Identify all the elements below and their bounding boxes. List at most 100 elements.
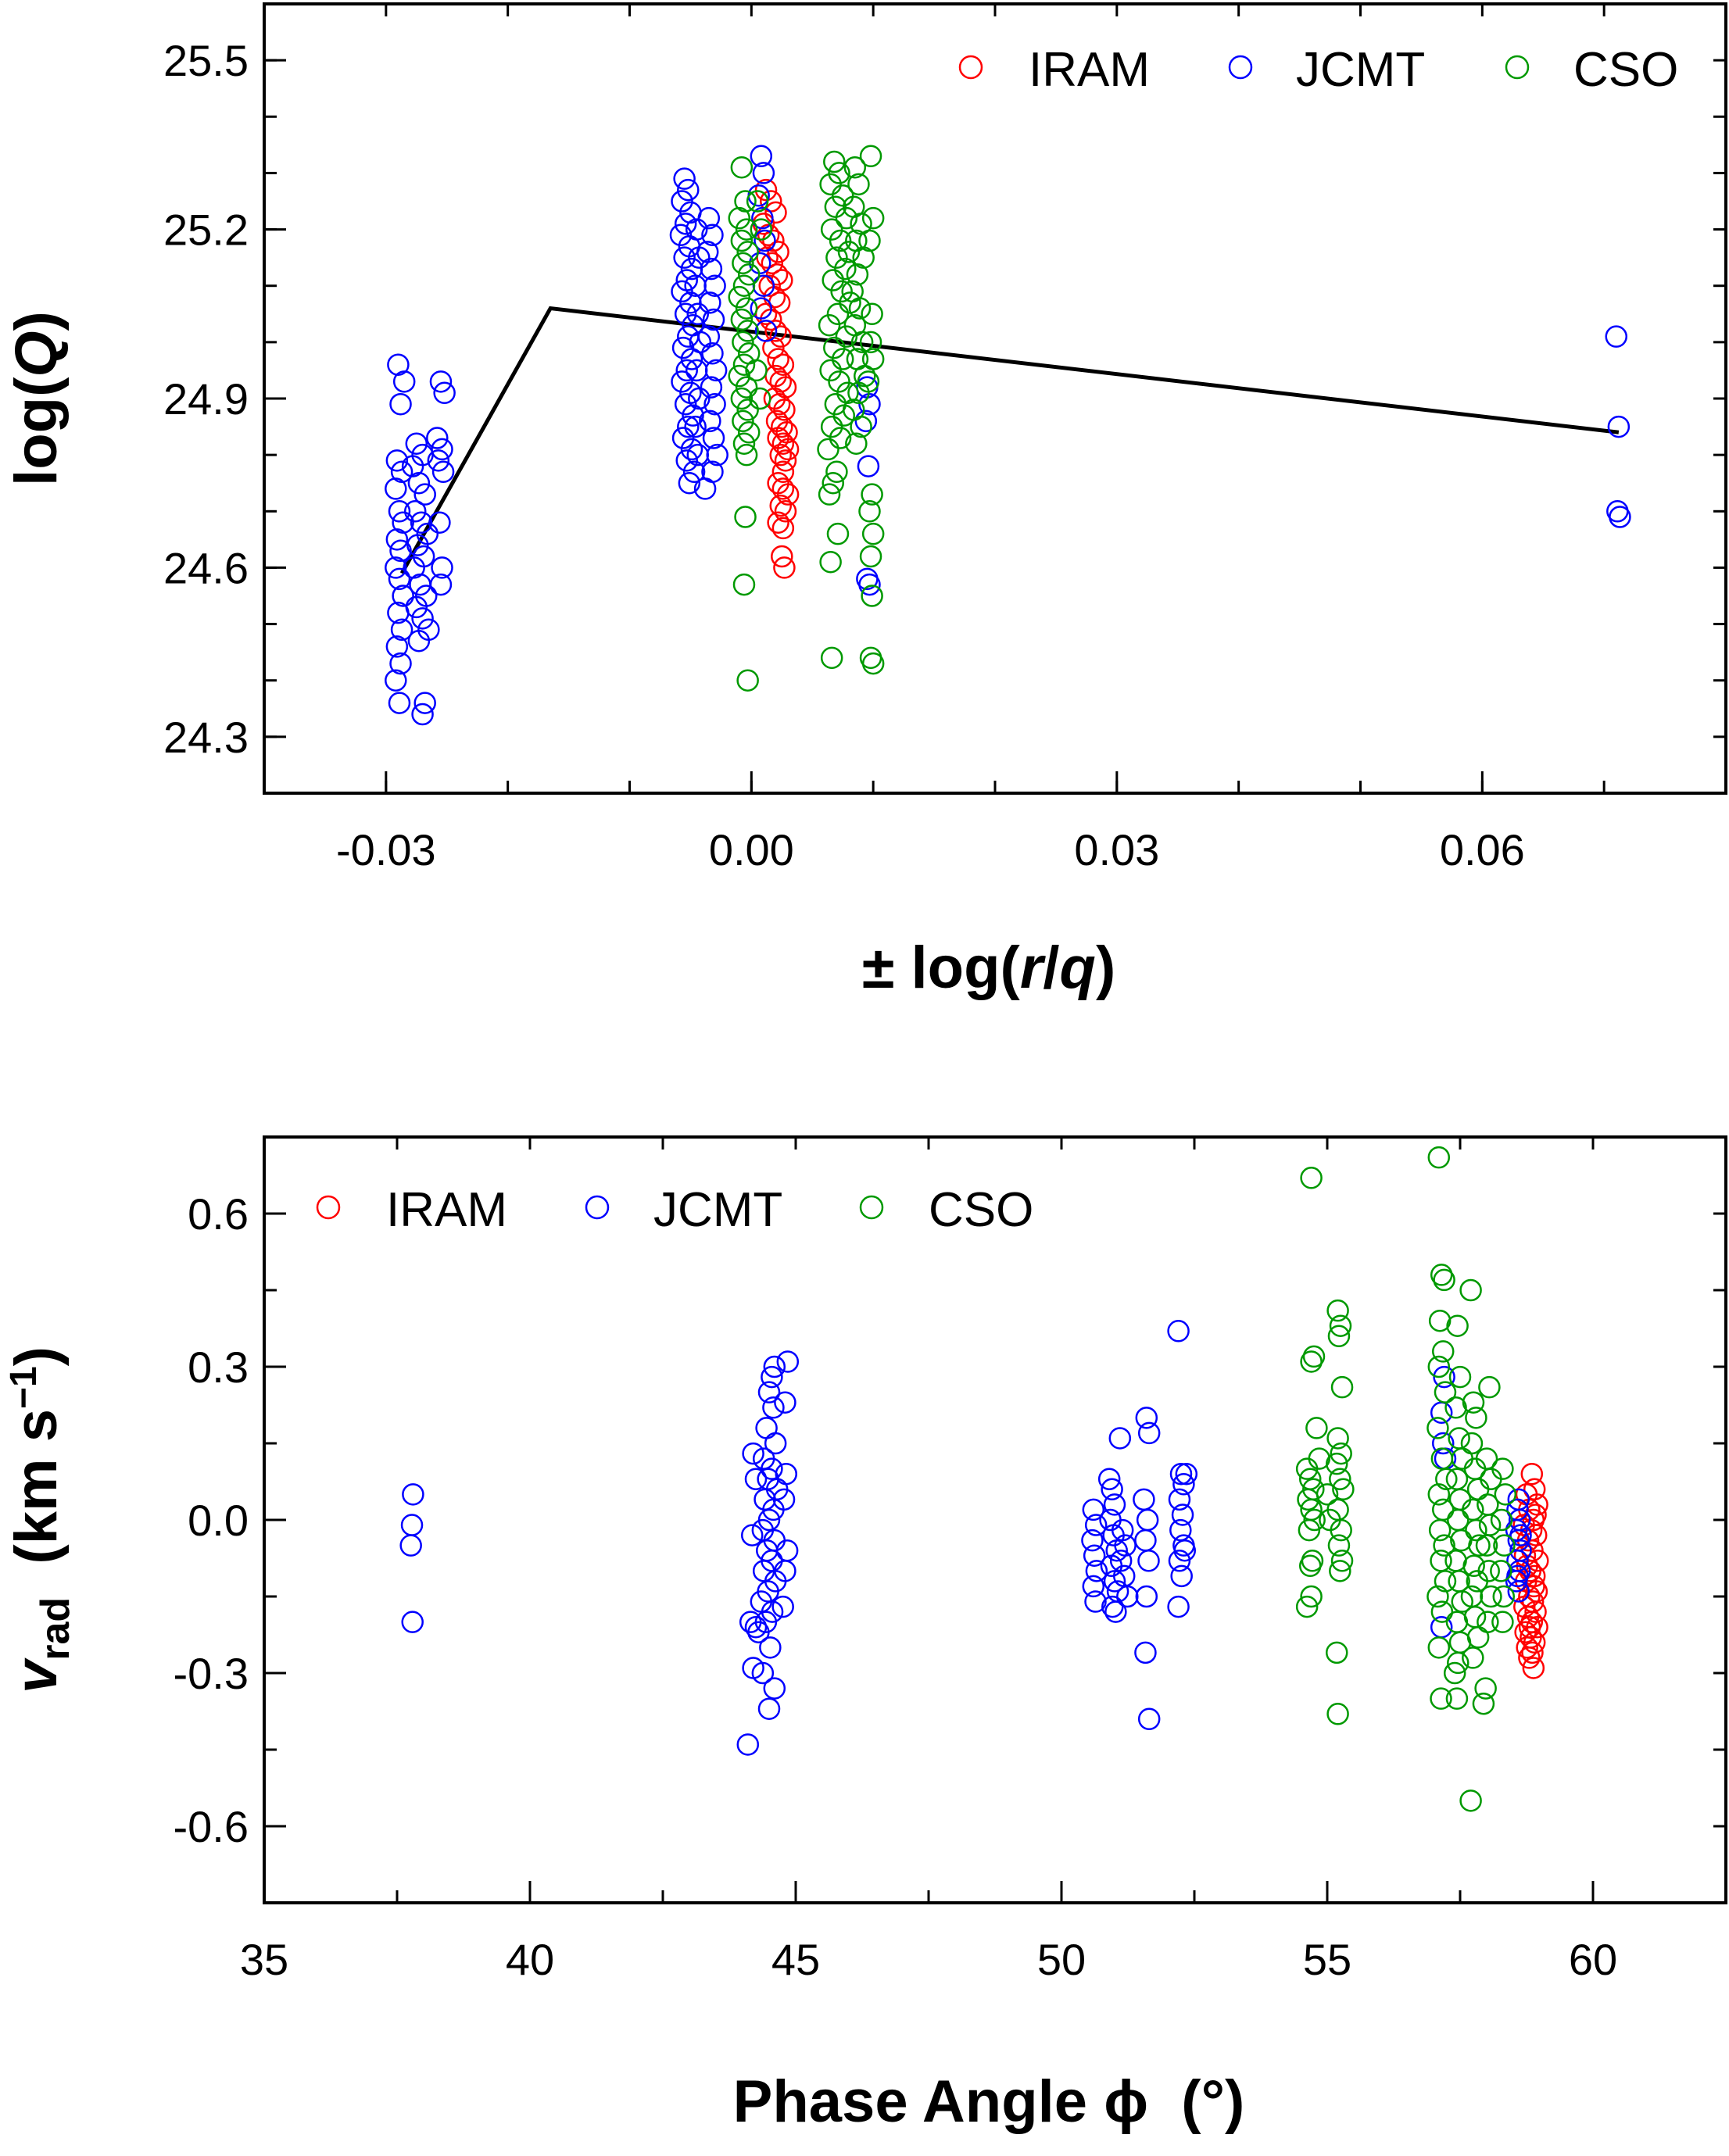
bottom-point-cso: [1433, 1268, 1455, 1292]
bottom-y-tick-label: -0.3: [174, 1649, 249, 1698]
top-point-iram: [774, 449, 797, 472]
bottom-point-jcmt: [739, 1611, 762, 1633]
top-point-cso: [858, 229, 881, 252]
bottom-point-jcmt: [1170, 1564, 1193, 1588]
top-point-jcmt: [411, 703, 434, 726]
top-point-jcmt: [684, 415, 707, 438]
top-legend-marker-cso: [1505, 55, 1530, 80]
bottom-series-cso: [1295, 1146, 1517, 1812]
top-model-line: [399, 306, 1620, 574]
top-point-jcmt: [410, 511, 433, 534]
bottom-point-cso: [1308, 1447, 1331, 1470]
bottom-point-iram: [1523, 1631, 1546, 1654]
top-point-cso: [859, 145, 882, 168]
top-point-jcmt: [703, 392, 726, 416]
top-y-tick-label: 25.2: [163, 206, 249, 255]
bottom-point-jcmt: [1171, 1503, 1194, 1526]
bottom-point-cso: [1326, 1299, 1349, 1322]
bottom-x-tick-label: 40: [506, 1935, 554, 1984]
bottom-point-jcmt: [1175, 1462, 1198, 1486]
top-point-cso: [820, 646, 843, 670]
bottom-point-jcmt: [1431, 1432, 1455, 1455]
bottom-point-cso: [1493, 1534, 1516, 1557]
bottom-point-cso: [1326, 1703, 1349, 1725]
top-point-cso: [732, 409, 754, 433]
top-point-iram: [762, 229, 785, 252]
bottom-point-cso: [1434, 1381, 1457, 1403]
top-point-jcmt: [431, 438, 453, 461]
bottom-point-cso: [1303, 1508, 1326, 1532]
bottom-point-cso: [1478, 1375, 1501, 1399]
bottom-y-tick-label: 0.6: [188, 1189, 249, 1239]
top-point-jcmt: [702, 308, 725, 331]
bottom-point-jcmt: [1108, 1427, 1132, 1450]
bottom-point-cso: [1295, 1595, 1319, 1618]
top-point-cso: [730, 156, 754, 179]
bottom-point-jcmt: [755, 1417, 778, 1439]
top-point-iram: [758, 274, 781, 297]
top-legend-marker-iram: [958, 55, 983, 80]
top-point-cso: [852, 246, 875, 269]
top-point-cso: [847, 173, 870, 196]
bottom-point-cso: [1490, 1560, 1512, 1582]
top-point-cso: [822, 269, 844, 291]
top-point-iram: [769, 494, 792, 517]
top-point-jcmt: [704, 359, 728, 382]
top-point-jcmt: [405, 432, 428, 455]
bottom-point-cso: [1433, 1534, 1455, 1557]
top-point-cso: [825, 460, 848, 484]
top-point-iram: [754, 178, 778, 202]
top-point-jcmt: [392, 370, 416, 393]
panel-bottom: 35 40 45 50 55 60 0.6 0.3 0.0 -0.3 -0.6 IRAM JCMT CSO…: [3, 1135, 1727, 2135]
bottom-point-cso: [1490, 1508, 1513, 1532]
bottom-point-jcmt: [1137, 1550, 1160, 1572]
bottom-point-cso: [1298, 1518, 1321, 1542]
bottom-point-iram: [1521, 1641, 1544, 1664]
top-point-jcmt: [693, 477, 717, 500]
top-point-jcmt: [1609, 506, 1631, 528]
top-point-iram: [771, 477, 795, 500]
top-point-cso: [857, 370, 880, 393]
bottom-point-jcmt: [1433, 1365, 1455, 1389]
bottom-point-cso: [1448, 1365, 1472, 1389]
top-point-jcmt: [403, 500, 427, 523]
bottom-point-cso: [1435, 1468, 1458, 1490]
bottom-point-cso: [1444, 1550, 1467, 1572]
top-point-cso: [859, 331, 882, 354]
bottom-point-jcmt: [774, 1391, 796, 1414]
bottom-point-cso: [1430, 1600, 1454, 1623]
top-point-jcmt: [387, 353, 410, 376]
top-point-cso: [835, 206, 858, 230]
bottom-point-jcmt: [775, 1462, 798, 1486]
bottom-point-jcmt: [1507, 1580, 1530, 1603]
top-point-cso: [819, 550, 842, 574]
top-point-iram: [771, 415, 793, 438]
top-point-jcmt: [706, 443, 728, 467]
bottom-point-jcmt: [1114, 1534, 1137, 1557]
top-point-cso: [734, 506, 757, 528]
bottom-point-cso: [1329, 1560, 1351, 1582]
bottom-point-jcmt: [757, 1381, 781, 1403]
top-point-jcmt: [671, 336, 695, 359]
bottom-point-cso: [1462, 1554, 1485, 1578]
top-point-cso: [820, 218, 843, 241]
bottom-point-jcmt: [1082, 1575, 1105, 1598]
top-point-jcmt: [682, 460, 706, 484]
top-point-cso: [732, 573, 756, 596]
top-point-jcmt: [701, 223, 724, 247]
top-point-jcmt: [677, 178, 700, 202]
top-point-cso: [861, 348, 885, 370]
top-point-cso: [730, 229, 754, 252]
top-point-jcmt: [431, 460, 455, 484]
top-point-cso: [819, 173, 842, 196]
top-point-jcmt: [754, 229, 776, 252]
top-point-jcmt: [751, 206, 774, 230]
top-point-jcmt: [674, 302, 697, 326]
top-point-jcmt: [697, 325, 721, 348]
top-point-jcmt: [700, 257, 723, 281]
top-point-iram: [764, 201, 787, 224]
top-point-jcmt: [671, 370, 693, 393]
top-point-jcmt: [403, 556, 425, 579]
top-point-cso: [859, 545, 882, 568]
top-legend-marker-jcmt: [1228, 55, 1253, 80]
